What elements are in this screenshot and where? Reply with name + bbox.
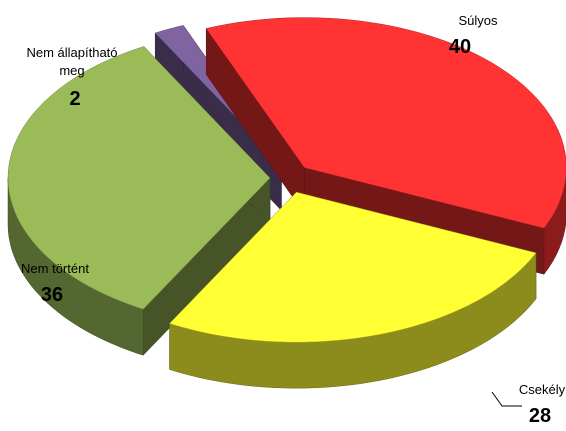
slice-label: Nem állapítható meg bbox=[26, 45, 118, 78]
slice bbox=[169, 191, 537, 343]
slice-label: Csekély bbox=[518, 382, 566, 397]
slice bbox=[7, 46, 271, 310]
value-label: 2 bbox=[69, 88, 81, 110]
value-label: 40 bbox=[448, 36, 472, 58]
slice bbox=[205, 17, 566, 229]
value-label: 28 bbox=[528, 405, 552, 427]
slice-label: Nem történt bbox=[21, 261, 89, 276]
leader-line bbox=[491, 391, 522, 407]
slice-label: Súlyos bbox=[458, 13, 498, 28]
value-label: 36 bbox=[40, 284, 64, 306]
